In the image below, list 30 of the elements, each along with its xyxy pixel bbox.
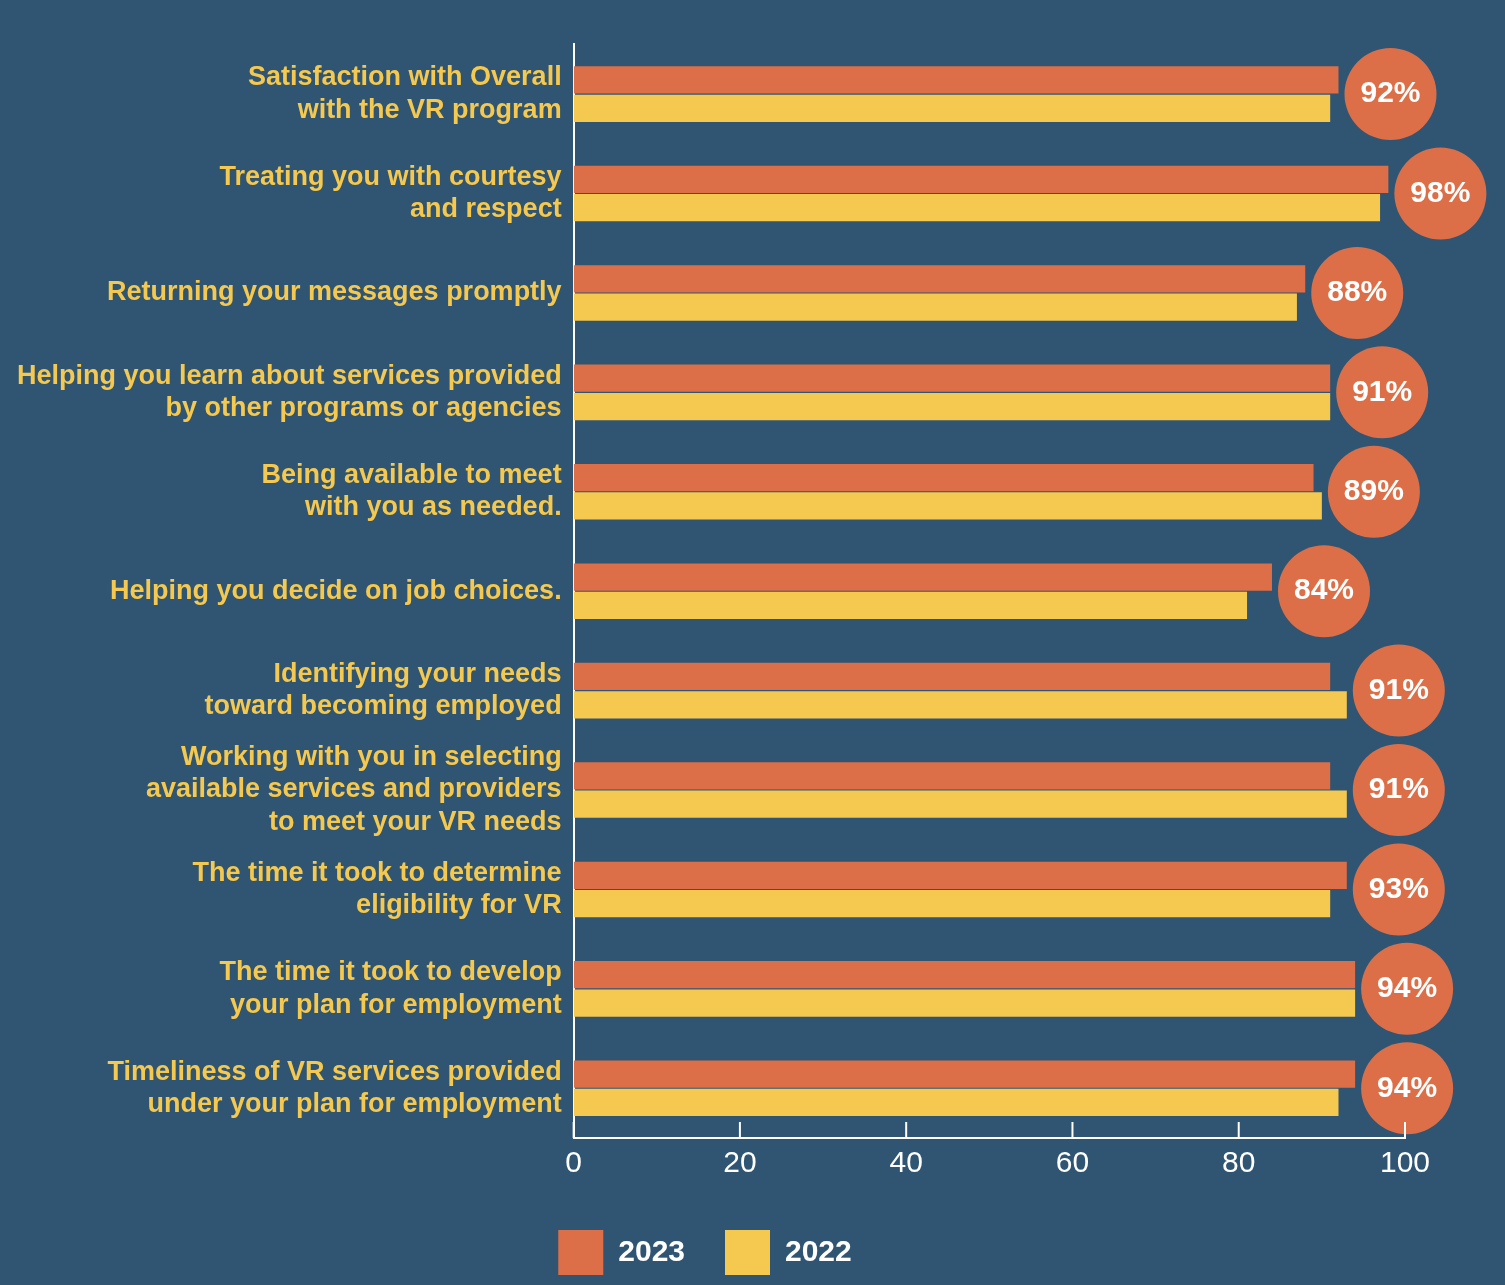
y-tick-label: Returning your messages promptly xyxy=(107,276,562,307)
y-tick-label: Treating you with courtesy and respect xyxy=(219,160,562,224)
y-tick-label: Identifying your needs toward becoming employed xyxy=(204,657,562,721)
legend-label: 2022 xyxy=(785,1233,852,1267)
y-tick-label: Timeliness of VR services provided under your plan for employment xyxy=(107,1055,562,1118)
x-tick-label: 80 xyxy=(1222,1145,1256,1179)
y-tick-label: Helping you learn about services provided by other programs or agencies xyxy=(17,359,562,423)
x-tick-label: 60 xyxy=(1055,1145,1090,1179)
x-tick-label: 100 xyxy=(1379,1145,1431,1179)
y-tick-label: The time it took to determine eligibility for VR xyxy=(192,856,562,920)
x-tick-label: 0 xyxy=(565,1145,582,1179)
data-label: 84% xyxy=(1293,572,1355,606)
y-tick-label: The time it took to develop your plan for employment xyxy=(219,956,562,1019)
y-tick-label: Being available to meet with you as needed. xyxy=(261,459,562,522)
data-label: 98% xyxy=(1410,174,1471,208)
data-label: 93% xyxy=(1368,870,1429,904)
data-label: 91% xyxy=(1368,671,1429,705)
y-tick-label: Helping you decide on job choices. xyxy=(110,574,562,605)
legend-label: 2023 xyxy=(618,1233,686,1267)
data-label: 91% xyxy=(1368,771,1429,805)
x-tick-label: 20 xyxy=(723,1145,757,1179)
data-label: 92% xyxy=(1360,75,1421,109)
data-label: 94% xyxy=(1377,1069,1438,1103)
data-label: 91% xyxy=(1352,373,1413,407)
data-label: 94% xyxy=(1377,970,1438,1004)
data-label: 89% xyxy=(1343,473,1404,507)
y-tick-label: Working with you in selecting available services and providers to meet your VR needs xyxy=(145,741,562,836)
y-tick-label: Satisfaction with Overall with the VR program xyxy=(248,61,562,124)
x-tick-label: 40 xyxy=(889,1145,923,1179)
data-label: 88% xyxy=(1327,274,1388,308)
